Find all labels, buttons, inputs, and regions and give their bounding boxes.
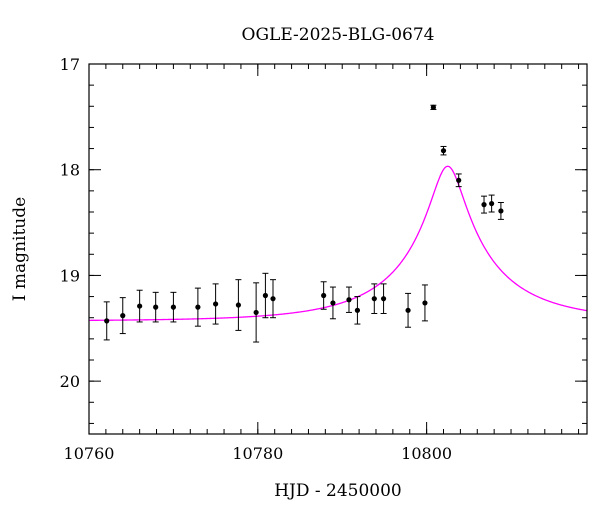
data-point-marker bbox=[430, 104, 436, 110]
chart-title: OGLE-2025-BLG-0674 bbox=[242, 25, 435, 45]
data-point-marker bbox=[422, 300, 428, 306]
axis-ticks-group bbox=[88, 63, 587, 434]
model-curve-group bbox=[89, 165, 588, 321]
y-tick-label: 19 bbox=[60, 266, 80, 285]
data-point bbox=[405, 292, 412, 328]
data-point bbox=[253, 282, 260, 343]
data-point-marker bbox=[270, 296, 276, 302]
data-point bbox=[152, 291, 159, 323]
data-point bbox=[481, 195, 488, 214]
data-point-marker bbox=[498, 208, 504, 214]
data-point-marker bbox=[321, 292, 327, 299]
data-point bbox=[235, 279, 242, 331]
data-point bbox=[320, 281, 327, 310]
data-point bbox=[270, 279, 277, 319]
data-point bbox=[430, 104, 437, 110]
data-point bbox=[212, 283, 219, 325]
data-point-marker bbox=[213, 301, 219, 307]
data-point bbox=[329, 286, 336, 320]
model-curve bbox=[89, 165, 588, 321]
data-point-marker bbox=[104, 318, 110, 324]
data-point bbox=[345, 286, 352, 313]
y-tick-labels: 17 18 19 20 bbox=[60, 55, 80, 391]
y-axis-label: I magnitude bbox=[10, 197, 30, 301]
x-tick-labels: 10760 10780 10800 bbox=[64, 444, 453, 463]
data-point bbox=[421, 284, 428, 322]
data-point-marker bbox=[489, 200, 495, 207]
data-point bbox=[497, 201, 504, 220]
x-tick-label: 10780 bbox=[232, 444, 283, 463]
data-point bbox=[488, 194, 495, 213]
data-point bbox=[440, 145, 447, 156]
data-point-marker bbox=[456, 177, 462, 183]
data-point bbox=[103, 301, 110, 341]
data-point-marker bbox=[371, 296, 377, 302]
x-axis-label: HJD - 2450000 bbox=[274, 481, 402, 501]
data-point-marker bbox=[120, 313, 126, 319]
data-point bbox=[371, 283, 378, 314]
data-point bbox=[262, 272, 269, 319]
data-point-marker bbox=[170, 304, 177, 310]
data-point bbox=[136, 289, 143, 323]
data-point-marker bbox=[380, 296, 387, 302]
data-point-marker bbox=[195, 304, 201, 310]
data-point bbox=[170, 291, 177, 323]
data-point bbox=[380, 283, 387, 314]
data-point-marker bbox=[405, 307, 411, 313]
y-tick-label: 17 bbox=[60, 55, 80, 74]
data-point-marker bbox=[481, 202, 487, 208]
y-tick-label: 20 bbox=[60, 372, 80, 391]
data-point-marker bbox=[330, 300, 336, 306]
data-point-marker bbox=[346, 297, 352, 303]
x-tick-label: 10760 bbox=[64, 444, 115, 463]
data-point-marker bbox=[262, 292, 269, 299]
data-points-group bbox=[103, 104, 504, 343]
data-point-marker bbox=[137, 303, 143, 309]
data-point-marker bbox=[354, 307, 361, 313]
x-tick-label: 10800 bbox=[401, 444, 452, 463]
y-tick-label: 18 bbox=[60, 161, 80, 180]
plot-frame bbox=[88, 63, 588, 435]
data-point-marker bbox=[153, 304, 159, 310]
data-point bbox=[194, 287, 201, 327]
data-point-marker bbox=[440, 148, 447, 154]
data-point bbox=[119, 297, 126, 335]
data-point bbox=[455, 173, 462, 188]
data-point-marker bbox=[253, 309, 259, 316]
data-point-marker bbox=[235, 302, 241, 308]
data-point bbox=[354, 296, 361, 325]
